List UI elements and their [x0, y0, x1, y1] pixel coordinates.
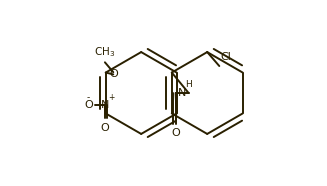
Text: CH$_3$: CH$_3$: [94, 45, 115, 59]
Text: N: N: [178, 88, 186, 98]
Text: N: N: [101, 100, 109, 110]
Text: O: O: [100, 123, 109, 133]
Text: O: O: [171, 128, 180, 138]
Text: O: O: [109, 69, 118, 79]
Text: Cl: Cl: [220, 52, 231, 62]
Text: -: -: [87, 93, 90, 102]
Text: H: H: [185, 80, 192, 89]
Text: O: O: [84, 100, 93, 110]
Text: +: +: [108, 93, 115, 102]
